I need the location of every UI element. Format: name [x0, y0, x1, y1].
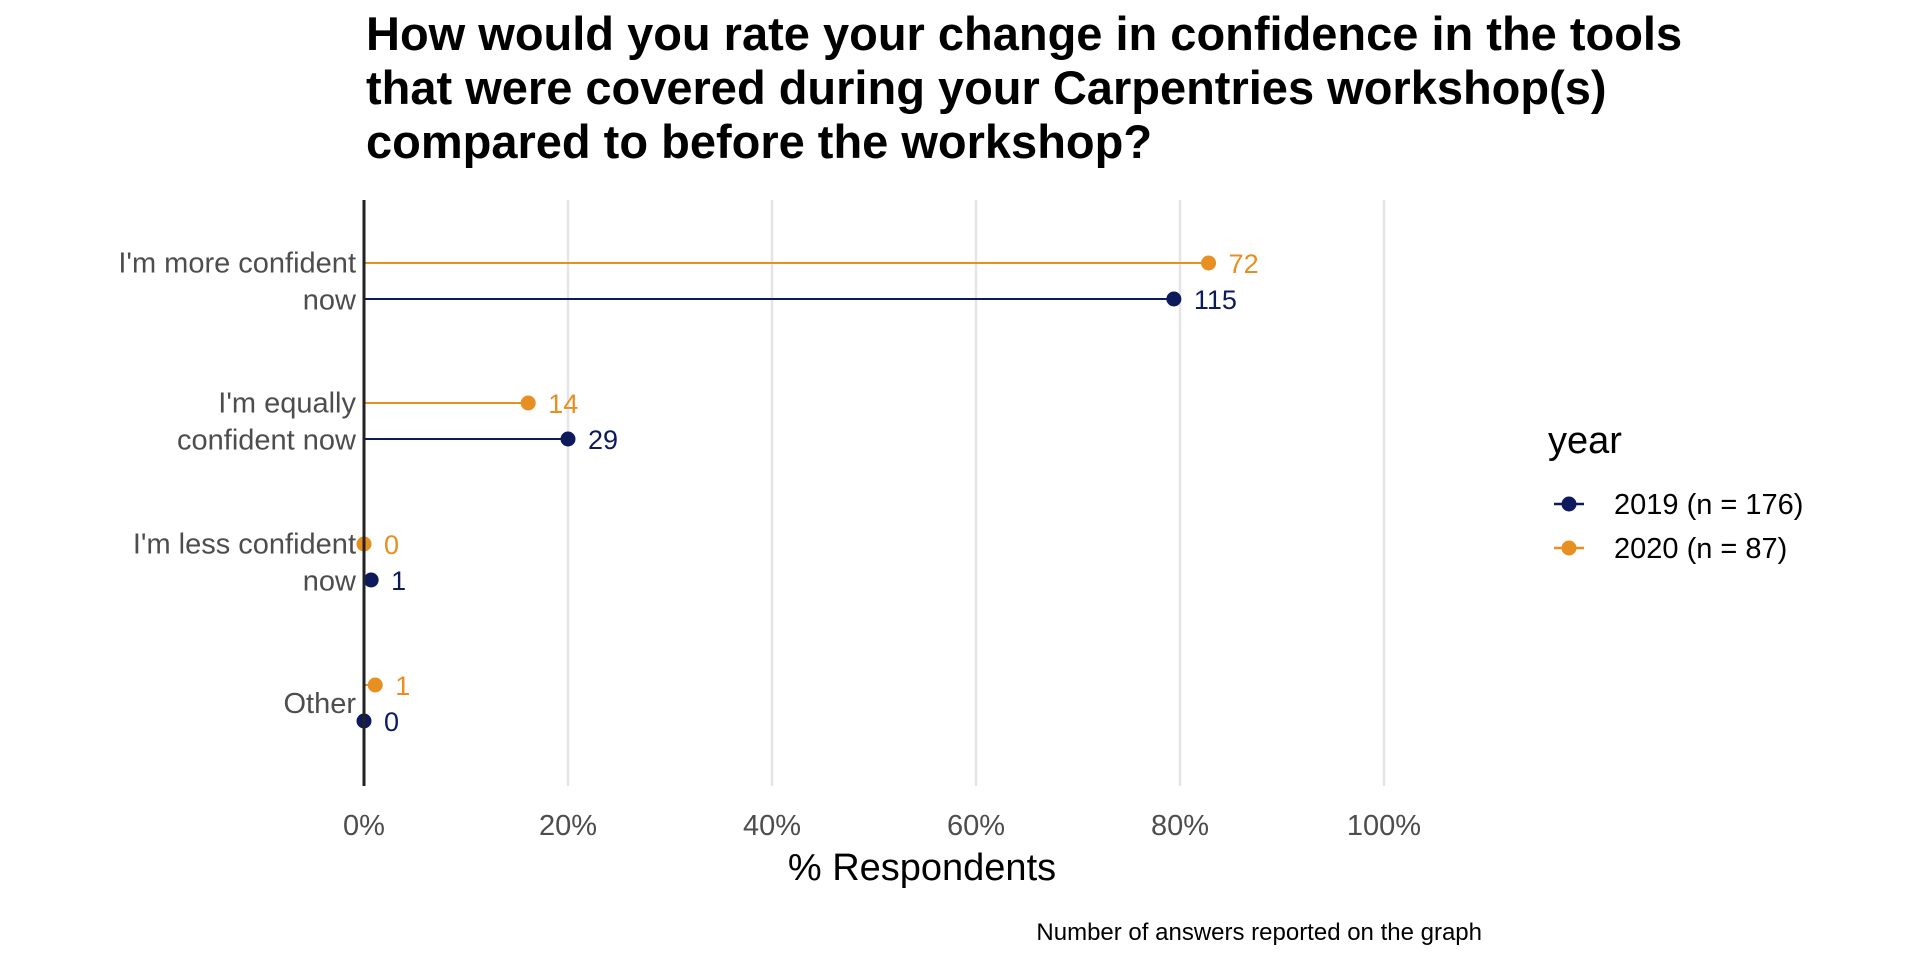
- x-tick-label: 40%: [743, 810, 801, 842]
- lollipop-point: [520, 395, 536, 411]
- legend-title: year: [1548, 420, 1622, 462]
- data-label: 1: [395, 671, 410, 701]
- x-axis-title: % Respondents: [788, 847, 1056, 889]
- gridlines: [566, 200, 1386, 786]
- category-label: confident now: [177, 425, 357, 457]
- data-marks: 115 29 1 0 72 14 0 1: [356, 249, 1259, 737]
- data-label: 115: [1194, 285, 1237, 315]
- data-label: 72: [1229, 249, 1259, 279]
- category-label: Other: [283, 688, 356, 720]
- category-label: I'm equally: [218, 388, 356, 420]
- title-line: that were covered during your Carpentrie…: [366, 61, 1607, 114]
- category-label: I'm less confident: [133, 529, 356, 561]
- data-label: 29: [588, 425, 618, 455]
- chart-title: How would you rate your change in confid…: [366, 7, 1682, 168]
- category-label: now: [303, 566, 357, 598]
- lollipop-point: [1166, 291, 1182, 307]
- category-label: I'm more confident: [118, 248, 356, 280]
- chart-caption: Number of answers reported on the graph: [1036, 919, 1482, 946]
- category-label: now: [303, 285, 357, 317]
- x-tick-label: 20%: [539, 810, 597, 842]
- legend-label: 2019 (n = 176): [1614, 489, 1803, 521]
- title-line: How would you rate your change in confid…: [366, 7, 1682, 60]
- data-label: 0: [384, 530, 399, 560]
- legend-key-point: [1561, 540, 1577, 556]
- title-line: compared to before the workshop?: [366, 115, 1152, 168]
- x-tick-labels: 0% 20% 40% 60% 80% 100%: [343, 810, 1421, 842]
- legend: year 2019 (n = 176) 2020 (n = 87): [1548, 420, 1803, 565]
- x-tick-label: 100%: [1347, 810, 1421, 842]
- lollipop-point: [363, 572, 379, 588]
- x-tick-label: 0%: [343, 810, 385, 842]
- data-label: 0: [384, 707, 399, 737]
- data-label: 14: [548, 389, 578, 419]
- category-labels: I'm more confident now I'm equally confiden…: [118, 248, 357, 721]
- data-label: 1: [391, 566, 406, 596]
- lollipop-point: [1201, 255, 1217, 271]
- x-tick-label: 80%: [1151, 810, 1209, 842]
- x-tick-label: 60%: [947, 810, 1005, 842]
- lollipop-point: [367, 677, 383, 693]
- legend-key-point: [1561, 496, 1577, 512]
- lollipop-point: [560, 431, 576, 447]
- legend-label: 2020 (n = 87): [1614, 533, 1787, 565]
